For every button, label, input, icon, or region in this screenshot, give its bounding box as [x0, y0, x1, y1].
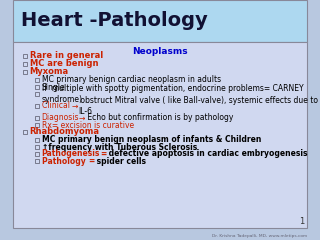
Text: =: =: [88, 156, 94, 166]
Text: Myxoma: Myxoma: [29, 67, 68, 77]
Text: Diagnosis: Diagnosis: [42, 114, 79, 122]
Text: Clinical: Clinical: [42, 102, 72, 110]
Text: ↑frequency with Tuberous Sclerosis: ↑frequency with Tuberous Sclerosis: [42, 143, 197, 151]
Text: If  multiple with spotty pigmentation, endocrine problems= CARNEY
syndrome): If multiple with spotty pigmentation, en…: [42, 84, 303, 104]
Text: →: →: [72, 102, 78, 110]
Bar: [35, 85, 39, 89]
Text: Pathogenesis: Pathogenesis: [42, 150, 100, 158]
Bar: [35, 159, 39, 163]
Text: Echo but confirmation is by pathology: Echo but confirmation is by pathology: [85, 114, 234, 122]
Text: Neoplasms: Neoplasms: [132, 47, 188, 56]
Bar: [23, 62, 27, 66]
Bar: [35, 145, 39, 149]
Text: Heart -Pathology: Heart -Pathology: [21, 12, 208, 30]
Text: Pathology: Pathology: [42, 156, 88, 166]
Bar: [23, 54, 27, 58]
Bar: [13, 42, 307, 228]
Text: MC primary benign neoplasm of infants & Children: MC primary benign neoplasm of infants & …: [42, 136, 261, 144]
Text: defective apoptosis in cardiac embryogenesis: defective apoptosis in cardiac embryogen…: [106, 150, 308, 158]
Bar: [23, 130, 27, 134]
Bar: [35, 92, 39, 96]
Bar: [35, 152, 39, 156]
Bar: [35, 116, 39, 120]
Bar: [35, 104, 39, 108]
Text: Rx= excision is curative: Rx= excision is curative: [42, 120, 134, 130]
Bar: [35, 123, 39, 127]
Text: MC are benign: MC are benign: [29, 60, 98, 68]
Text: 1: 1: [299, 217, 304, 226]
Text: MC primary benign cardiac neoplasm in adults: MC primary benign cardiac neoplasm in ad…: [42, 76, 220, 84]
Text: →: →: [79, 114, 85, 122]
Bar: [35, 78, 39, 82]
Text: spider cells: spider cells: [94, 156, 146, 166]
Bar: [13, 0, 307, 42]
Text: Dr. Krishna Tadepalli, MD, www.mletips.com: Dr. Krishna Tadepalli, MD, www.mletips.c…: [212, 234, 307, 238]
Text: Rare in general: Rare in general: [29, 52, 103, 60]
Bar: [23, 70, 27, 74]
Text: Single: Single: [42, 83, 65, 91]
Text: =: =: [100, 150, 106, 158]
Text: obstruct Mitral valve ( like Ball-valve), systemic effects due to
IL-6: obstruct Mitral valve ( like Ball-valve)…: [78, 96, 318, 116]
Text: Rhabdomyoma: Rhabdomyoma: [29, 127, 100, 137]
Bar: [35, 138, 39, 142]
